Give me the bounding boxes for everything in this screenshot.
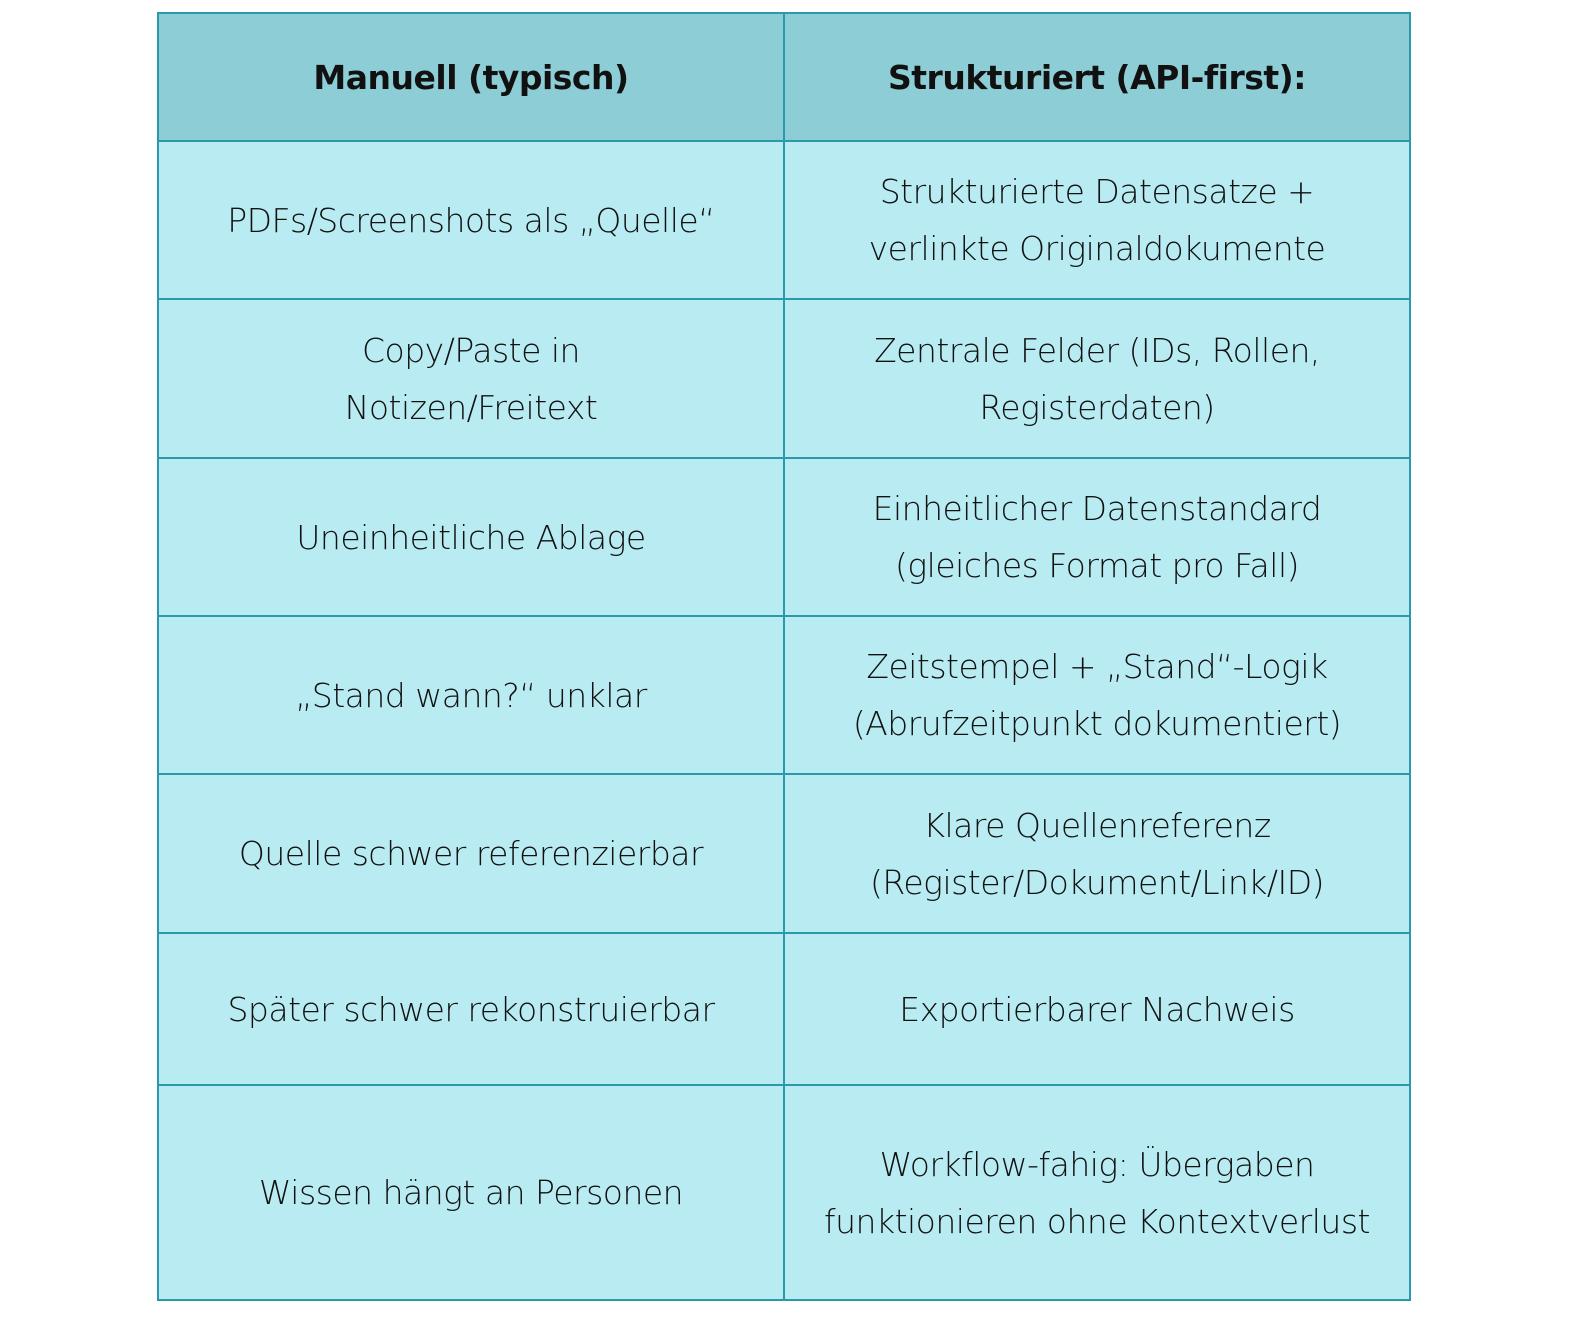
cell-structured: Klare Quellenreferenz (Register/Dokument…	[783, 773, 1411, 934]
comparison-table: Manuell (typisch) Strukturiert (API-firs…	[157, 12, 1411, 1301]
cell-manual: Uneinheitliche Ablage	[157, 457, 785, 617]
cell-structured: Strukturierte Datensatze + verlinkte Ori…	[783, 140, 1411, 300]
cell-manual: Copy/Paste in Notizen/Freitext	[157, 298, 785, 459]
table-row: Später schwer rekonstruierbar Exportierba…	[157, 932, 1411, 1086]
table-row: Quelle schwer referenzierbar Klare Quelle…	[157, 773, 1411, 934]
cell-structured: Zeitstempel + „Stand“-Logik (Abrufzeitpu…	[783, 615, 1411, 775]
cell-manual: Wissen hängt an Personen	[157, 1084, 785, 1301]
header-structured: Strukturiert (API-first):	[783, 12, 1411, 142]
cell-manual: Quelle schwer referenzierbar	[157, 773, 785, 934]
cell-manual: Später schwer rekonstruierbar	[157, 932, 785, 1086]
header-row: Manuell (typisch) Strukturiert (API-firs…	[157, 12, 1411, 142]
cell-manual: PDFs/Screenshots als „Quelle“	[157, 140, 785, 300]
cell-structured: Einheitlicher Datenstandard (gleiches Fo…	[783, 457, 1411, 617]
cell-structured: Exportierbarer Nachweis	[783, 932, 1411, 1086]
table-row: „Stand wann?“ unklar Zeitstempel + „Stand…	[157, 615, 1411, 775]
cell-structured: Workflow-fahig: Übergaben funktionieren …	[783, 1084, 1411, 1301]
table-row: PDFs/Screenshots als „Quelle“ Strukturier…	[157, 140, 1411, 300]
cell-structured: Zentrale Felder (IDs, Rollen, Registerda…	[783, 298, 1411, 459]
table-row: Wissen hängt an Personen Workflow-fahig: …	[157, 1084, 1411, 1301]
header-manual: Manuell (typisch)	[157, 12, 785, 142]
table-row: Copy/Paste in Notizen/Freitext Zentrale F…	[157, 298, 1411, 459]
cell-manual: „Stand wann?“ unklar	[157, 615, 785, 775]
table-row: Uneinheitliche Ablage Einheitlicher Daten…	[157, 457, 1411, 617]
